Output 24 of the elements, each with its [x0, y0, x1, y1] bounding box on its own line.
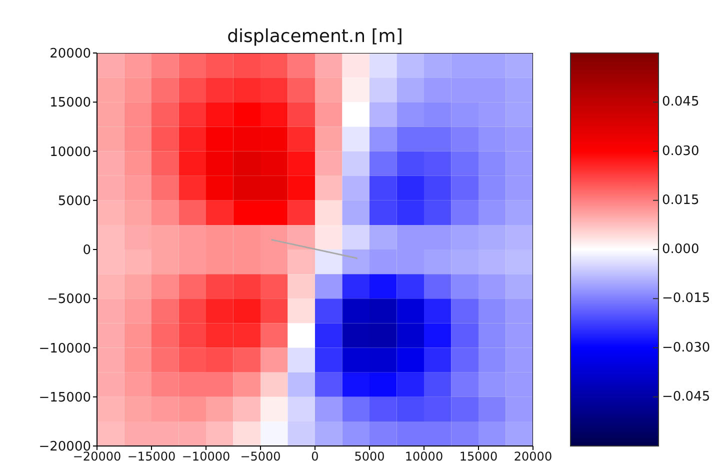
x-tick-label: 5000 — [354, 450, 385, 461]
y-tick-label: −10000 — [38, 341, 91, 356]
x-tick-label: −5000 — [240, 450, 281, 461]
color-bar-label: 0.000 — [662, 242, 700, 257]
color-bar-label: −0.015 — [662, 291, 710, 306]
y-tick-label: −5000 — [47, 292, 91, 308]
y-tick-label: 0 — [82, 243, 91, 258]
x-tick-label: 0 — [311, 450, 319, 461]
x-tick-label: 10000 — [404, 450, 444, 461]
color-bar-label: −0.030 — [662, 340, 710, 356]
color-bar-label: 0.045 — [662, 94, 700, 110]
color-bar-label: 0.030 — [662, 144, 700, 159]
y-tick-label: 20000 — [50, 46, 91, 62]
x-tick-label: 15000 — [459, 450, 498, 461]
x-tick-label: 20000 — [514, 450, 552, 461]
y-tick-label: 15000 — [50, 96, 91, 111]
color-bar-label: 0.015 — [662, 192, 700, 208]
x-tick-label: −15000 — [127, 450, 176, 461]
chart-title: displacement.n [m] — [226, 26, 404, 47]
y-tick-label: 5000 — [58, 194, 91, 209]
color-bar-label: −0.045 — [662, 389, 710, 404]
x-tick-label: −10000 — [182, 450, 230, 461]
y-tick-label: 10000 — [50, 144, 91, 160]
y-tick-label: −15000 — [38, 390, 91, 406]
